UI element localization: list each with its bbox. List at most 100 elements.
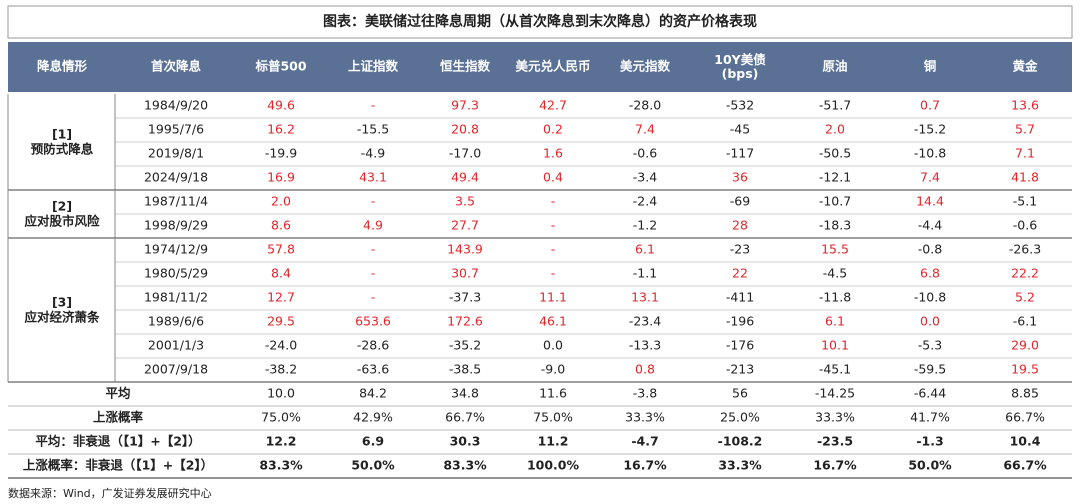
value-cell: -26.3 [1009,242,1041,257]
value-cell: -23 [730,242,750,257]
summary-cell: 75.0% [533,410,573,425]
value-cell: - [371,242,376,257]
value-cell: -45 [730,122,750,137]
value-cell: 6.1 [825,314,845,329]
value-cell: -117 [726,146,754,161]
value-cell: -13.3 [629,338,661,353]
value-cell: 27.7 [451,218,479,233]
value-cell: - [371,266,376,281]
value-cell: 28 [732,218,748,233]
value-cell: 1.6 [543,146,563,161]
value-cell: 10.1 [821,338,849,353]
value-cell: 22.2 [1011,266,1039,281]
value-cell: 49.4 [451,170,479,185]
value-cell: 653.6 [355,314,391,329]
header-cell: 首次降息 [151,59,202,74]
value-cell: 19.5 [1011,362,1039,377]
value-cell: -24.0 [265,338,297,353]
header-cell: 铜 [924,59,937,74]
value-cell: -5.1 [1013,194,1037,209]
value-cell: - [551,194,556,209]
value-cell: -5.3 [918,338,942,353]
value-cell: 46.1 [539,314,567,329]
summary-cell: 10.0 [267,386,295,401]
value-cell: 41.8 [1011,170,1039,185]
value-cell: - [551,266,556,281]
group-id: [1] [52,127,72,142]
value-cell: -28.0 [629,98,661,113]
summary-cell: -3.8 [633,386,657,401]
value-cell: 29.5 [267,314,295,329]
summary-cell: -6.44 [914,386,946,401]
value-cell: -213 [726,362,754,377]
value-cell: -6.1 [1013,314,1037,329]
value-cell: 0.4 [543,170,563,185]
value-cell: 30.7 [451,266,479,281]
summary-cell: 83.3% [259,458,303,473]
header-cell: 原油 [822,59,847,74]
group-name: 应对经济萧条 [24,310,100,325]
summary-cell: 84.2 [359,386,387,401]
summary-cell: 33.3% [815,410,855,425]
value-cell: -2.4 [633,194,657,209]
summary-cell: 41.7% [910,410,950,425]
value-cell: - [551,218,556,233]
summary-cell: 16.7% [813,458,857,473]
header-cell: 10Y美债(bps) [714,52,766,81]
summary-label: 平均：非衰退（【1】+【2】） [35,434,200,449]
value-cell: 15.5 [821,242,849,257]
value-cell: - [371,194,376,209]
header-cell: 美元兑人民币 [515,59,590,74]
value-cell: -10.8 [914,290,946,305]
header-cell: 标普500 [254,59,306,74]
value-cell: -10.8 [914,146,946,161]
header-cell: 恒生指数 [440,59,491,74]
value-cell: 42.7 [539,98,567,113]
summary-cell: -14.25 [815,386,855,401]
value-cell: -50.5 [819,146,851,161]
summary-cell: 33.3% [625,410,665,425]
value-cell: 49.6 [267,98,295,113]
header-band [8,42,1072,92]
group-id: [3] [52,295,72,310]
date-cell: 2001/1/3 [148,338,204,353]
title-box [7,5,1073,39]
summary-cell: -108.2 [718,434,763,449]
summary-label: 平均 [105,386,130,401]
value-cell: -23.4 [629,314,661,329]
value-cell: -0.8 [918,242,942,257]
value-cell: 7.4 [635,122,655,137]
summary-cell: 100.0% [527,458,580,473]
value-cell: 0.0 [920,314,940,329]
value-cell: 7.4 [920,170,940,185]
value-cell: 97.3 [451,98,479,113]
value-cell: 8.4 [271,266,291,281]
value-cell: -18.3 [819,218,851,233]
summary-cell: 66.7% [1005,410,1045,425]
value-cell: - [551,242,556,257]
date-cell: 1995/7/6 [148,122,204,137]
value-cell: -38.2 [265,362,297,377]
summary-cell: 6.9 [362,434,384,449]
value-cell: -10.7 [819,194,851,209]
summary-cell: 75.0% [261,410,301,425]
header-cell: 黄金 [1012,59,1038,74]
value-cell: 22 [732,266,748,281]
value-cell: 0.2 [543,122,563,137]
value-cell: -9.0 [541,362,565,377]
value-cell: - [371,290,376,305]
date-cell: 2024/9/18 [144,170,208,185]
value-cell: -37.3 [449,290,481,305]
value-cell: -63.6 [357,362,389,377]
title: 图表：美联储过往降息周期（从首次降息到末次降息）的资产价格表现 [323,13,757,30]
value-cell: 0.7 [920,98,940,113]
group-name: 应对股市风险 [24,214,100,229]
summary-cell: 8.85 [1011,386,1039,401]
value-cell: 4.9 [363,218,383,233]
value-cell: 0.8 [635,362,655,377]
value-cell: - [371,98,376,113]
summary-cell: 83.3% [443,458,487,473]
header-cell: 上证指数 [348,59,399,74]
summary-cell: -1.3 [916,434,943,449]
